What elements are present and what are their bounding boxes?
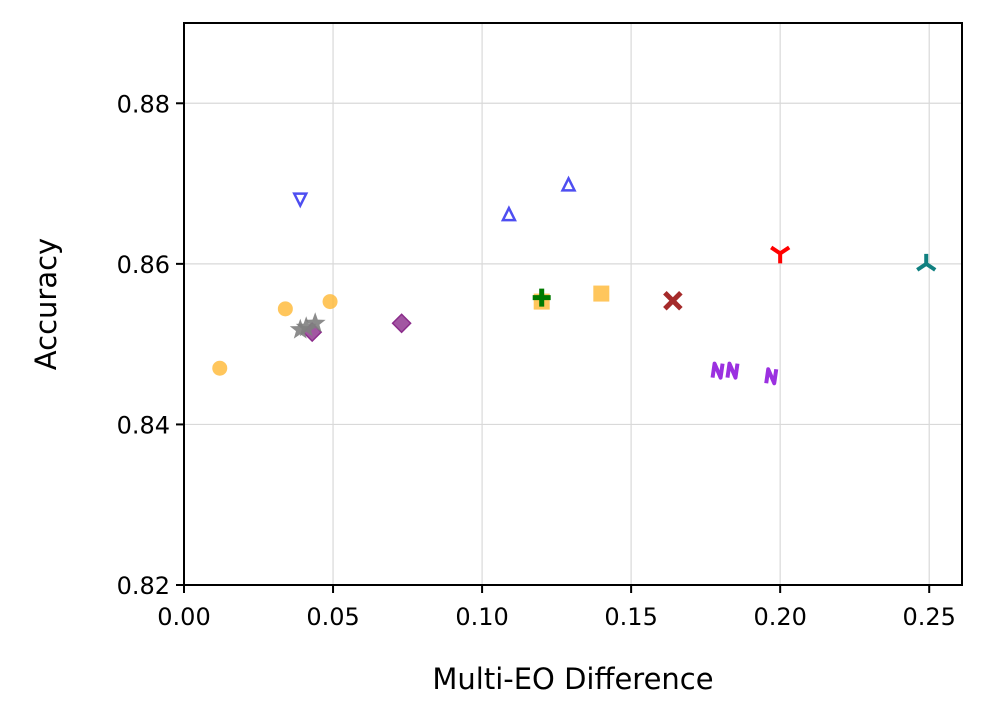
series-gray-stars bbox=[289, 312, 326, 339]
circle-marker bbox=[277, 301, 293, 317]
square-marker bbox=[593, 285, 610, 302]
series-blue-triangle-down bbox=[292, 192, 309, 209]
triangle-up-marker bbox=[560, 175, 577, 192]
data-points bbox=[212, 175, 937, 386]
plus-marker bbox=[532, 288, 551, 307]
star-marker bbox=[289, 318, 311, 339]
x-axis-label: Multi-EO Difference bbox=[432, 662, 713, 696]
series-green-plus bbox=[532, 288, 551, 307]
circle-marker bbox=[322, 294, 338, 310]
grid-lines bbox=[183, 23, 962, 586]
y-axis-label: Accuracy bbox=[29, 238, 63, 370]
x-tick-label: 0.10 bbox=[455, 603, 508, 631]
n-marker bbox=[710, 361, 725, 380]
x-tick-label: 0.05 bbox=[306, 603, 359, 631]
y-tick-label: 0.88 bbox=[117, 90, 170, 118]
x-tick-label: 0.15 bbox=[604, 603, 657, 631]
series-orange-circles bbox=[212, 294, 338, 376]
x-tick-label: 0.00 bbox=[157, 603, 210, 631]
y-tick-label: 0.86 bbox=[117, 251, 170, 279]
circle-marker bbox=[212, 360, 228, 376]
plot-frame bbox=[183, 22, 963, 586]
tri-down-marker bbox=[770, 245, 791, 264]
star-marker bbox=[304, 312, 326, 333]
series-red-tri-down bbox=[770, 245, 791, 264]
series-violet-n bbox=[710, 361, 779, 386]
y-tick-label: 0.82 bbox=[117, 572, 170, 600]
triangle-up-marker bbox=[500, 205, 517, 222]
x-tick-label: 0.25 bbox=[902, 603, 955, 631]
axis-ticks: 0.00 0.05 0.10 0.15 0.20 0.25 0.82 0.84 0.86 0.88 bbox=[117, 90, 956, 631]
diamond-marker bbox=[391, 313, 412, 334]
series-teal-tri-up bbox=[916, 253, 937, 272]
series-blue-triangle-up bbox=[500, 175, 577, 222]
n-marker bbox=[764, 367, 779, 386]
x-tick-label: 0.20 bbox=[753, 603, 806, 631]
x-marker bbox=[663, 291, 683, 311]
n-marker bbox=[725, 361, 740, 380]
y-tick-label: 0.84 bbox=[117, 411, 170, 439]
star-marker bbox=[295, 316, 317, 337]
series-brown-x bbox=[663, 291, 683, 311]
tri-up-marker bbox=[916, 253, 937, 272]
triangle-down-marker bbox=[292, 192, 309, 209]
